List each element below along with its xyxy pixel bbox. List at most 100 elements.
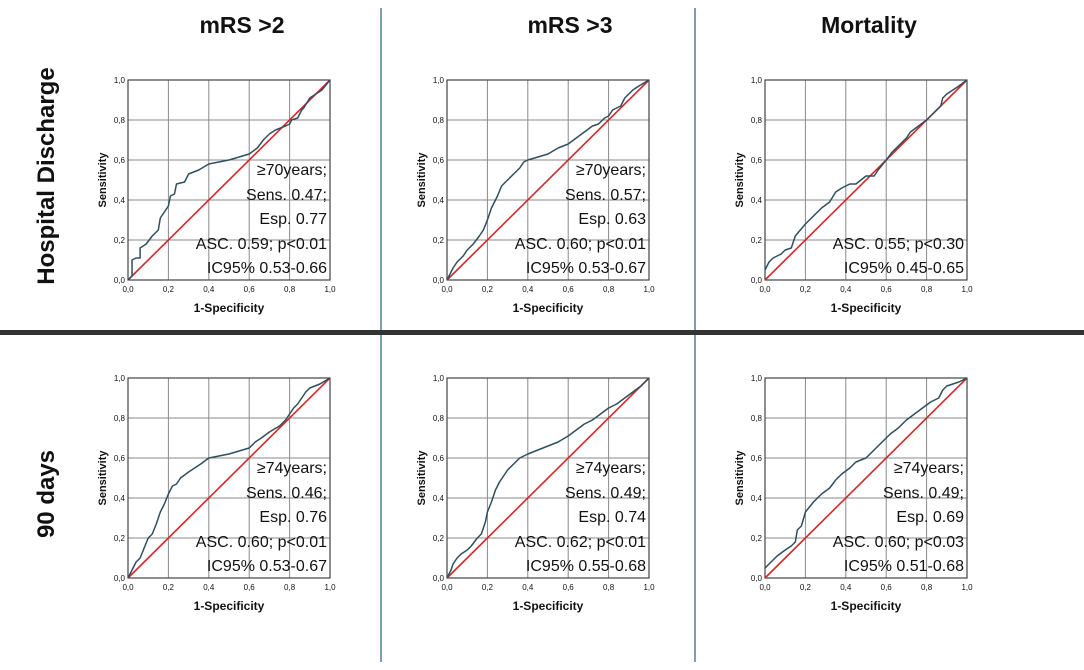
annotation-line — [785, 208, 964, 233]
x-tick-label: 0,4 — [840, 583, 852, 592]
column-divider-left — [380, 8, 382, 662]
annotation-line: ≥70years; — [575, 162, 646, 179]
x-tick-label: 0,4 — [203, 583, 215, 592]
roc-annotation: ≥70years; Sens. 0.47; Esp. 0.77 ASC. 0.59; … — [148, 159, 327, 282]
annotation-line: ASC. 0.60; p<0.01 — [514, 235, 646, 253]
x-tick-label: 0,2 — [800, 583, 812, 592]
x-tick-label: 0,2 — [482, 285, 494, 294]
y-tick-label: 0,2 — [114, 236, 126, 245]
x-tick-label: 0,0 — [122, 285, 134, 294]
x-tick-label: 0,8 — [603, 583, 615, 592]
x-tick-label: 0,2 — [800, 285, 812, 294]
y-axis-label: Sensitivity — [734, 450, 746, 506]
annotation-line — [785, 184, 964, 209]
x-tick-label: 0,8 — [603, 285, 615, 294]
x-tick-label: 1,0 — [643, 583, 655, 592]
annotation-line: Sens. 0.57; — [565, 186, 646, 204]
roc-annotation: ASC. 0.55; p<0.30 IC95% 0.45-0.65 — [785, 159, 964, 282]
y-tick-label: 0,4 — [114, 494, 126, 503]
roc-plot: 0,00,0 0,2 0,2 0,4 0,4 0,6 0,6 0,8 0,8 1,0 1,0 1-Sp… — [416, 374, 655, 613]
y-tick-label: 0,2 — [751, 534, 763, 543]
annotation-line: ASC. 0.55; p<0.30 — [832, 235, 964, 253]
x-tick-label: 0,0 — [759, 583, 771, 592]
column-title-mrs2: mRS >2 — [199, 12, 285, 38]
plot-frame — [446, 79, 650, 281]
x-tick-label: 0,4 — [522, 285, 534, 294]
x-tick-label: 1,0 — [324, 285, 336, 294]
x-tick-label: 0,4 — [840, 285, 852, 294]
y-tick-label: 0,0 — [751, 574, 763, 583]
y-tick-label: 0,4 — [433, 494, 445, 503]
plot-frame — [127, 377, 331, 579]
y-tick-label: 0,4 — [751, 494, 763, 503]
annotation-line: ≥74years; — [256, 460, 327, 477]
x-tick-label: 0,6 — [881, 285, 893, 294]
y-axis-label: Sensitivity — [97, 450, 109, 506]
x-tick-label: 1,0 — [324, 583, 336, 592]
plot-frame — [446, 377, 650, 579]
x-tick-label: 0,0 — [122, 583, 134, 592]
x-axis-label: 1-Specificity — [831, 301, 902, 315]
y-tick-label: 0,8 — [433, 116, 445, 125]
roc-annotation: ≥74years; Sens. 0.49; Esp. 0.69 ASC. 0.60; … — [785, 457, 964, 580]
column-title-mrs3: mRS >3 — [527, 12, 613, 38]
y-tick-label: 0,4 — [433, 196, 445, 205]
roc-curve — [446, 377, 650, 579]
y-tick-label: 0,2 — [433, 236, 445, 245]
y-tick-label: 0,8 — [751, 116, 763, 125]
x-tick-label: 0,8 — [284, 583, 296, 592]
y-tick-label: 0,4 — [114, 196, 126, 205]
roc-annotation: ≥74years; Sens. 0.46; Esp. 0.76 ASC. 0.60; … — [148, 457, 327, 580]
plot-frame — [764, 377, 968, 579]
y-axis-label: Sensitivity — [734, 152, 746, 208]
annotation-line: ≥74years; — [575, 460, 646, 477]
y-tick-label: 1,0 — [114, 374, 126, 383]
roc-curve — [764, 79, 968, 271]
roc-plot: 0,00,0 0,2 0,2 0,4 0,4 0,6 0,6 0,8 0,8 1,0 1,0 1-Sp… — [97, 76, 336, 315]
y-tick-label: 0,4 — [751, 196, 763, 205]
roc-plot: 0,00,0 0,2 0,2 0,4 0,4 0,6 0,6 0,8 0,8 1,0 1,0 1-Sp… — [97, 374, 336, 613]
annotation-line: ≥70years; — [256, 162, 327, 179]
plot-frame — [127, 79, 331, 281]
annotation-line: Esp. 0.69 — [896, 509, 964, 526]
roc-curve — [764, 377, 968, 569]
x-tick-label: 0,2 — [482, 583, 494, 592]
x-tick-label: 1,0 — [961, 285, 973, 294]
annotation-line: IC95% 0.53-0.66 — [206, 260, 327, 277]
y-tick-label: 0,0 — [433, 574, 445, 583]
y-tick-label: 0,0 — [751, 276, 763, 285]
column-divider-right — [694, 8, 696, 662]
annotation-line: Esp. 0.77 — [259, 211, 327, 228]
y-tick-label: 0,6 — [433, 156, 445, 165]
y-tick-label: 1,0 — [433, 76, 445, 85]
roc-plot: 0,00,0 0,2 0,2 0,4 0,4 0,6 0,6 0,8 0,8 1,0 1,0 1-Sp… — [734, 76, 973, 315]
annotation-line: Sens. 0.49; — [565, 484, 646, 502]
x-tick-label: 0,8 — [284, 285, 296, 294]
roc-annotation: ≥70years; Sens. 0.57; Esp. 0.63 ASC. 0.60; … — [467, 159, 646, 282]
annotation-line: Sens. 0.47; — [246, 186, 327, 204]
x-tick-label: 0,2 — [163, 583, 175, 592]
y-tick-label: 1,0 — [751, 374, 763, 383]
y-tick-label: 1,0 — [114, 76, 126, 85]
reference-line — [446, 377, 650, 579]
roc-annotation: ≥74years; Sens. 0.49; Esp. 0.74 ASC. 0.62; … — [467, 457, 646, 580]
y-tick-label: 1,0 — [433, 374, 445, 383]
annotation-line: IC95% 0.53-0.67 — [525, 260, 646, 277]
x-tick-label: 0,6 — [244, 285, 256, 294]
y-tick-label: 0,0 — [433, 276, 445, 285]
x-axis-label: 1-Specificity — [513, 301, 584, 315]
roc-plot: 0,00,0 0,2 0,2 0,4 0,4 0,6 0,6 0,8 0,8 1,0 1,0 1-Sp… — [734, 374, 973, 613]
x-tick-label: 0,8 — [921, 285, 933, 294]
x-tick-label: 0,0 — [759, 285, 771, 294]
annotation-line: ASC. 0.60; p<0.03 — [832, 533, 964, 551]
y-axis-label: Sensitivity — [416, 450, 428, 506]
x-axis-label: 1-Specificity — [513, 599, 584, 613]
x-axis-label: 1-Specificity — [831, 599, 902, 613]
annotation-line: Sens. 0.49; — [883, 484, 964, 502]
roc-curve — [127, 79, 331, 281]
x-tick-label: 1,0 — [643, 285, 655, 294]
annotation-line: ≥74years; — [893, 460, 964, 477]
reference-line — [446, 79, 650, 281]
